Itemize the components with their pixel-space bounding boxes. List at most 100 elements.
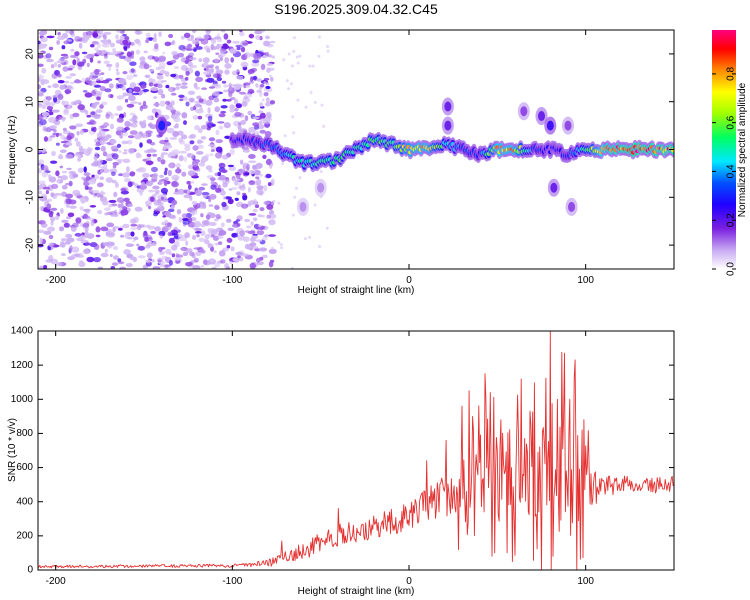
noise-speckle (197, 115, 203, 120)
noise-speckle (43, 265, 48, 269)
noise-speckle (216, 77, 223, 82)
noise-speckle (304, 105, 308, 109)
noise-speckle (38, 90, 45, 95)
noise-speckle (171, 51, 179, 56)
noise-speckle (196, 139, 202, 145)
spectral-ridge (229, 130, 674, 173)
noise-speckle (163, 179, 168, 187)
noise-speckle (256, 229, 265, 236)
noise-speckle (201, 87, 208, 90)
noise-speckle (157, 83, 163, 89)
spectral-blob (444, 101, 452, 112)
noise-speckle (139, 142, 143, 148)
noise-speckle (265, 233, 269, 237)
noise-speckle (221, 169, 228, 173)
noise-speckle (244, 243, 250, 250)
noise-speckle (62, 127, 67, 132)
noise-speckle (95, 155, 99, 158)
noise-speckle (173, 191, 182, 195)
noise-speckle (48, 212, 54, 218)
noise-speckle (113, 255, 119, 260)
noise-speckle (145, 39, 150, 44)
noise-speckle (149, 68, 154, 72)
noise-speckle (129, 61, 137, 66)
noise-speckle (104, 207, 111, 211)
noise-speckle (51, 183, 59, 189)
noise-speckle (152, 153, 158, 157)
noise-speckle (182, 219, 190, 225)
noise-speckle (105, 134, 112, 139)
noise-speckle (191, 30, 197, 34)
colorbar-tick-label: 0.8 (726, 67, 737, 81)
noise-speckle (248, 160, 257, 163)
noise-speckle (200, 223, 206, 228)
noise-speckle (57, 73, 62, 78)
noise-speckle (193, 221, 201, 228)
noise-speckle (229, 108, 235, 113)
noise-speckle (42, 186, 51, 190)
noise-speckle (244, 84, 251, 88)
noise-speckle (142, 232, 149, 239)
noise-speckle (112, 153, 119, 160)
y-tick-label: 1000 (11, 394, 34, 405)
noise-speckle (247, 88, 255, 94)
noise-speckle (135, 49, 141, 55)
noise-speckle (78, 252, 84, 257)
noise-speckle (91, 80, 97, 86)
noise-speckle (45, 96, 52, 101)
colorbar-tick-label: 0.0 (726, 262, 737, 276)
noise-speckle (223, 84, 229, 88)
noise-speckle (160, 159, 166, 165)
noise-speckle (183, 120, 187, 125)
noise-speckle (239, 159, 244, 165)
noise-speckle (83, 213, 88, 219)
y-tick-label: 1400 (11, 326, 34, 337)
noise-speckle (159, 234, 164, 239)
noise-speckle (152, 185, 160, 190)
noise-speckle (171, 174, 180, 181)
noise-speckle (236, 46, 241, 51)
noise-speckle (296, 98, 300, 102)
noise-speckle (81, 35, 90, 42)
noise-speckle (102, 151, 108, 157)
noise-speckle (188, 135, 194, 139)
noise-speckle (320, 103, 324, 107)
noise-speckle (181, 112, 188, 119)
noise-speckle (59, 149, 67, 153)
noise-speckle (216, 38, 223, 43)
colorbar-gradient (712, 30, 736, 269)
noise-speckle (214, 214, 220, 218)
noise-speckle (94, 69, 100, 75)
noise-speckle (193, 82, 198, 89)
noise-speckle (203, 259, 208, 265)
noise-speckle (200, 124, 208, 130)
noise-speckle (157, 88, 164, 96)
noise-speckle (99, 77, 104, 82)
snr-line (38, 331, 674, 570)
noise-speckle (109, 83, 114, 89)
noise-speckle (163, 170, 168, 176)
noise-speckle (116, 117, 124, 123)
noise-speckle (69, 73, 76, 77)
noise-speckle (153, 33, 157, 39)
noise-speckle (95, 109, 103, 113)
noise-speckle (140, 183, 147, 187)
noise-speckle (129, 130, 138, 135)
x-tick-label: 100 (577, 275, 594, 286)
noise-speckle (84, 92, 93, 98)
noise-speckle (271, 178, 275, 184)
noise-speckle (211, 123, 216, 127)
noise-speckle (259, 30, 265, 33)
noise-speckle (170, 92, 177, 96)
noise-speckle (252, 208, 258, 213)
noise-speckle (209, 153, 214, 157)
noise-speckle (247, 69, 255, 74)
noise-speckle (180, 57, 186, 63)
noise-speckle (134, 133, 142, 140)
noise-speckle (287, 87, 290, 91)
noise-speckle (230, 57, 234, 63)
noise-speckle (75, 99, 82, 103)
noise-speckle (160, 93, 166, 99)
noise-speckle (181, 171, 187, 177)
